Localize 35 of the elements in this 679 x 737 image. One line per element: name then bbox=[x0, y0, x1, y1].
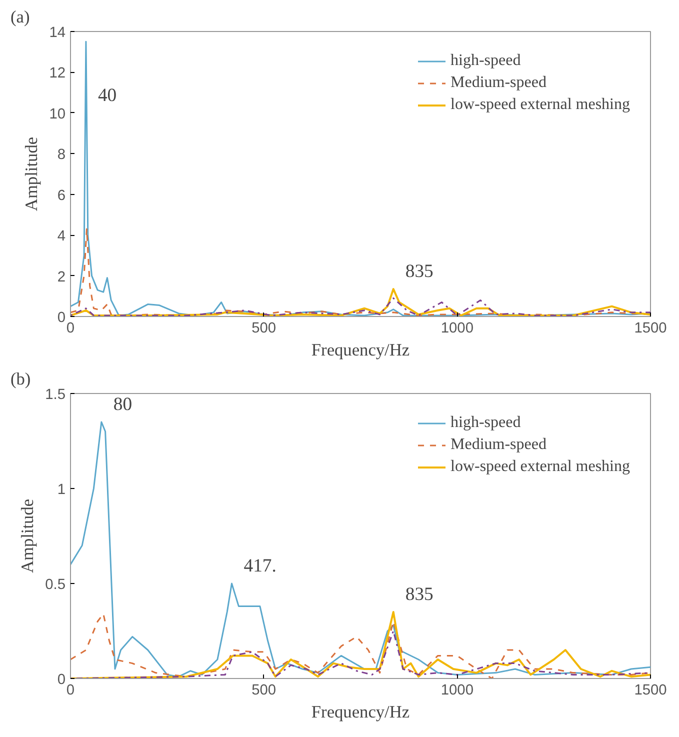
annotation: 80 bbox=[113, 394, 132, 415]
annotation: 40 bbox=[98, 84, 117, 106]
legend-label: high-speed bbox=[450, 414, 521, 432]
y-tick-label: 8 bbox=[57, 147, 66, 164]
x-axis-title: Frequency/Hz bbox=[311, 702, 410, 722]
y-tick-label: 2 bbox=[57, 269, 66, 286]
y-tick-label: 0 bbox=[57, 672, 66, 688]
annotation: 835 bbox=[405, 584, 434, 605]
y-tick-label: 14 bbox=[49, 25, 66, 41]
y-tick-label: 12 bbox=[49, 66, 66, 82]
y-tick-label: 1 bbox=[57, 482, 66, 498]
legend-label: low-speed external meshing bbox=[450, 458, 630, 476]
y-tick-label: 6 bbox=[57, 188, 66, 204]
x-tick-label: 1500 bbox=[634, 682, 667, 698]
legend-label: low-speed external meshing bbox=[450, 96, 630, 114]
x-tick-label: 500 bbox=[252, 320, 276, 336]
chart-title: (b) bbox=[10, 370, 31, 388]
y-tick-label: 1.5 bbox=[45, 387, 66, 403]
x-axis-title: Frequency/Hz bbox=[311, 340, 410, 360]
y-axis-title: Amplitude bbox=[22, 136, 42, 212]
y-tick-label: 4 bbox=[57, 228, 66, 245]
chart-title: (a) bbox=[10, 8, 30, 26]
x-tick-label: 1000 bbox=[440, 682, 474, 698]
x-tick-label: 500 bbox=[252, 682, 276, 698]
legend-label: Medium-speed bbox=[450, 74, 546, 92]
annotation: 835 bbox=[405, 261, 434, 282]
y-tick-label: 0.5 bbox=[45, 577, 66, 593]
y-axis-title: Amplitude bbox=[18, 498, 38, 574]
y-tick-label: 10 bbox=[49, 106, 66, 122]
annotation: 417. bbox=[244, 556, 276, 576]
y-tick-label: 0 bbox=[57, 310, 66, 326]
legend-label: high-speed bbox=[450, 52, 521, 70]
x-tick-label: 1500 bbox=[634, 320, 667, 336]
x-tick-label: 1000 bbox=[440, 320, 474, 336]
legend-label: Medium-speed bbox=[450, 436, 546, 454]
